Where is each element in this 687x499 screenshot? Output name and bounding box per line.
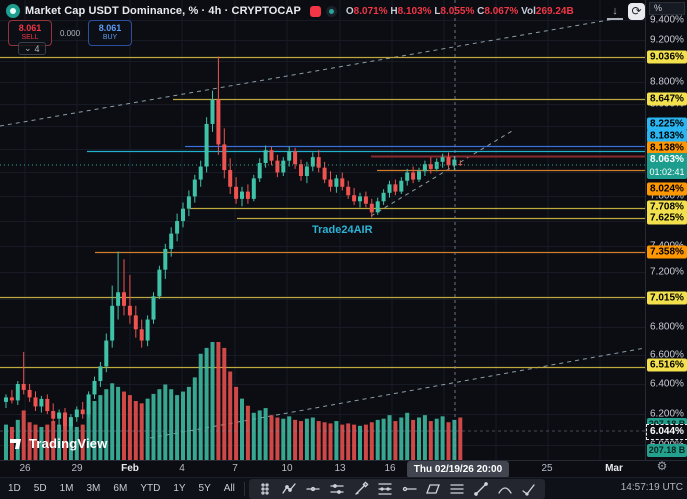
- time-tick-label: Feb: [121, 463, 139, 474]
- gear-icon[interactable]: ⚙: [656, 459, 668, 473]
- symbol-logo-icon[interactable]: [6, 4, 20, 18]
- object-tree-collapse-badge[interactable]: ⌄ 4: [18, 42, 46, 55]
- download-icon[interactable]: ↓: [607, 4, 623, 20]
- ohlc-readout: O8.071% H8.103% L8.055% C8.067% Vol269.2…: [345, 5, 574, 17]
- price-tick-label: 8.800%: [650, 76, 684, 88]
- alert-flag-icon[interactable]: [309, 5, 321, 17]
- range-button-5d[interactable]: 5D: [33, 483, 47, 494]
- level-price-label[interactable]: 8.647%: [647, 92, 687, 106]
- buy-button[interactable]: 8.061 BUY: [88, 20, 133, 46]
- chart-watermark: Trade24AIR: [312, 224, 373, 236]
- level-price-label[interactable]: 7.015%: [647, 291, 687, 305]
- current-price-label[interactable]: 8.063% 01:02:41: [647, 153, 687, 179]
- range-button-ytd[interactable]: YTD: [140, 483, 161, 494]
- grid: [0, 0, 645, 460]
- time-tick-label: 26: [19, 463, 31, 474]
- level-price-label[interactable]: 8.024%: [647, 182, 687, 196]
- level-price-label[interactable]: 6.516%: [647, 358, 687, 372]
- price-levels[interactable]: [0, 56, 645, 369]
- chart-pane[interactable]: Trade24AIR TradingView: [0, 0, 645, 460]
- volume-bars: [4, 342, 463, 460]
- horizontal-ray-icon[interactable]: [399, 480, 419, 498]
- bar-countdown: 01:02:41: [649, 167, 685, 177]
- current-price-value: 8.063%: [650, 154, 684, 165]
- time-tick-label: 13: [334, 463, 346, 474]
- crosshair-time-label: Thu 02/19/26 20:00: [407, 461, 509, 478]
- chart-header: Market Cap USDT Dominance, % · 4h · CRYP…: [0, 0, 574, 22]
- price-tick-label: 7.800%: [650, 190, 684, 202]
- tradingview-logo-icon: [10, 437, 24, 451]
- trend-line-icon[interactable]: [471, 480, 491, 498]
- candlestick-chart-canvas[interactable]: [0, 0, 645, 460]
- price-tick-label: 9.200%: [650, 34, 684, 46]
- bottom-toolbar: 1D 5D 1M 3M 6M YTD 1Y 5Y All: [0, 477, 687, 499]
- candles: [4, 56, 463, 432]
- price-tick-label: 6.800%: [650, 321, 684, 332]
- level-price-label[interactable]: 7.708%: [647, 200, 687, 214]
- zigzag-trend-icon[interactable]: [279, 480, 299, 498]
- drawing-tools-strip: [248, 478, 545, 499]
- time-tick-label: 4: [179, 463, 185, 474]
- utc-clock: 14:57:19 UTC: [620, 482, 683, 493]
- parallel-lines-icon[interactable]: [327, 480, 347, 498]
- price-axis[interactable]: 9.400%9.200%9.000%8.800%8.600%8.400%8.20…: [645, 0, 687, 460]
- tradingview-logo[interactable]: TradingView: [10, 436, 108, 451]
- price-tick-label: 6.200%: [650, 408, 684, 420]
- range-button-all[interactable]: All: [223, 483, 235, 494]
- spread-value: 0.000: [58, 27, 83, 39]
- level-price-label[interactable]: 8.138%: [647, 141, 687, 155]
- trendlines[interactable]: [0, 17, 645, 439]
- close-value: 8.067%: [484, 5, 519, 17]
- menu-lines-icon[interactable]: [447, 480, 467, 498]
- market-status-icon[interactable]: [325, 5, 337, 17]
- time-tick-label: 29: [71, 463, 83, 474]
- level-price-label[interactable]: 8.225%: [647, 117, 687, 131]
- price-tick-label: 6.400%: [650, 378, 684, 390]
- top-right-buttons: ↓ ⟳: [607, 3, 645, 20]
- time-tick-label: 25: [541, 463, 553, 474]
- path-icon[interactable]: [519, 480, 539, 498]
- volume-value: 269.24B: [535, 5, 574, 17]
- price-tick-label: 9.400%: [650, 14, 684, 26]
- level-price-label[interactable]: 7.625%: [647, 211, 687, 225]
- range-button-3m[interactable]: 3M: [86, 483, 101, 494]
- parallelogram-icon[interactable]: [423, 480, 443, 498]
- time-tick-label: 10: [281, 463, 293, 474]
- crosshair: [0, 0, 645, 460]
- fib-retracement-icon[interactable]: [375, 480, 395, 498]
- toolbar-separator: [243, 481, 245, 496]
- level-price-label[interactable]: 7.358%: [647, 245, 687, 259]
- range-button-5y[interactable]: 5Y: [198, 483, 211, 494]
- pencil-icon[interactable]: [351, 480, 371, 498]
- refresh-icon[interactable]: ⟳: [628, 3, 645, 20]
- high-value: 8.103%: [397, 5, 432, 17]
- time-tick-label: 7: [232, 463, 238, 474]
- range-button-1y[interactable]: 1Y: [173, 483, 186, 494]
- price-tick-label: 6.600%: [650, 349, 684, 361]
- horizontal-line-icon[interactable]: [303, 480, 323, 498]
- volume-axis-label: 207.18 B: [647, 444, 687, 457]
- price-tick-label: 7.200%: [650, 266, 684, 278]
- range-button-6m[interactable]: 6M: [113, 483, 128, 494]
- percent-scale-button[interactable]: %: [649, 2, 685, 15]
- range-button-1d[interactable]: 1D: [8, 483, 21, 494]
- drag-handle-icon[interactable]: [255, 480, 275, 498]
- symbol-title[interactable]: Market Cap USDT Dominance, % · 4h · CRYP…: [25, 5, 301, 17]
- time-tick-label: 16: [384, 463, 396, 474]
- time-axis[interactable]: Thu 02/19/26 20:00 26 29 Feb 4 7 10 13 16 25 Mar: [0, 460, 687, 478]
- level-price-label[interactable]: 9.036%: [647, 50, 687, 64]
- time-tick-label: Mar: [605, 463, 623, 474]
- level-price-label[interactable]: 8.183%: [647, 129, 687, 143]
- crosshair-price-label: 6.044%: [646, 424, 687, 440]
- chevron-down-icon: ⌄: [24, 43, 32, 53]
- range-button-1m[interactable]: 1M: [59, 483, 74, 494]
- open-value: 8.071%: [353, 5, 388, 17]
- curve-icon[interactable]: [495, 480, 515, 498]
- timeframe-buttons: 1D 5D 1M 3M 6M YTD 1Y 5Y All: [0, 481, 240, 496]
- low-value: 8.055%: [440, 5, 475, 17]
